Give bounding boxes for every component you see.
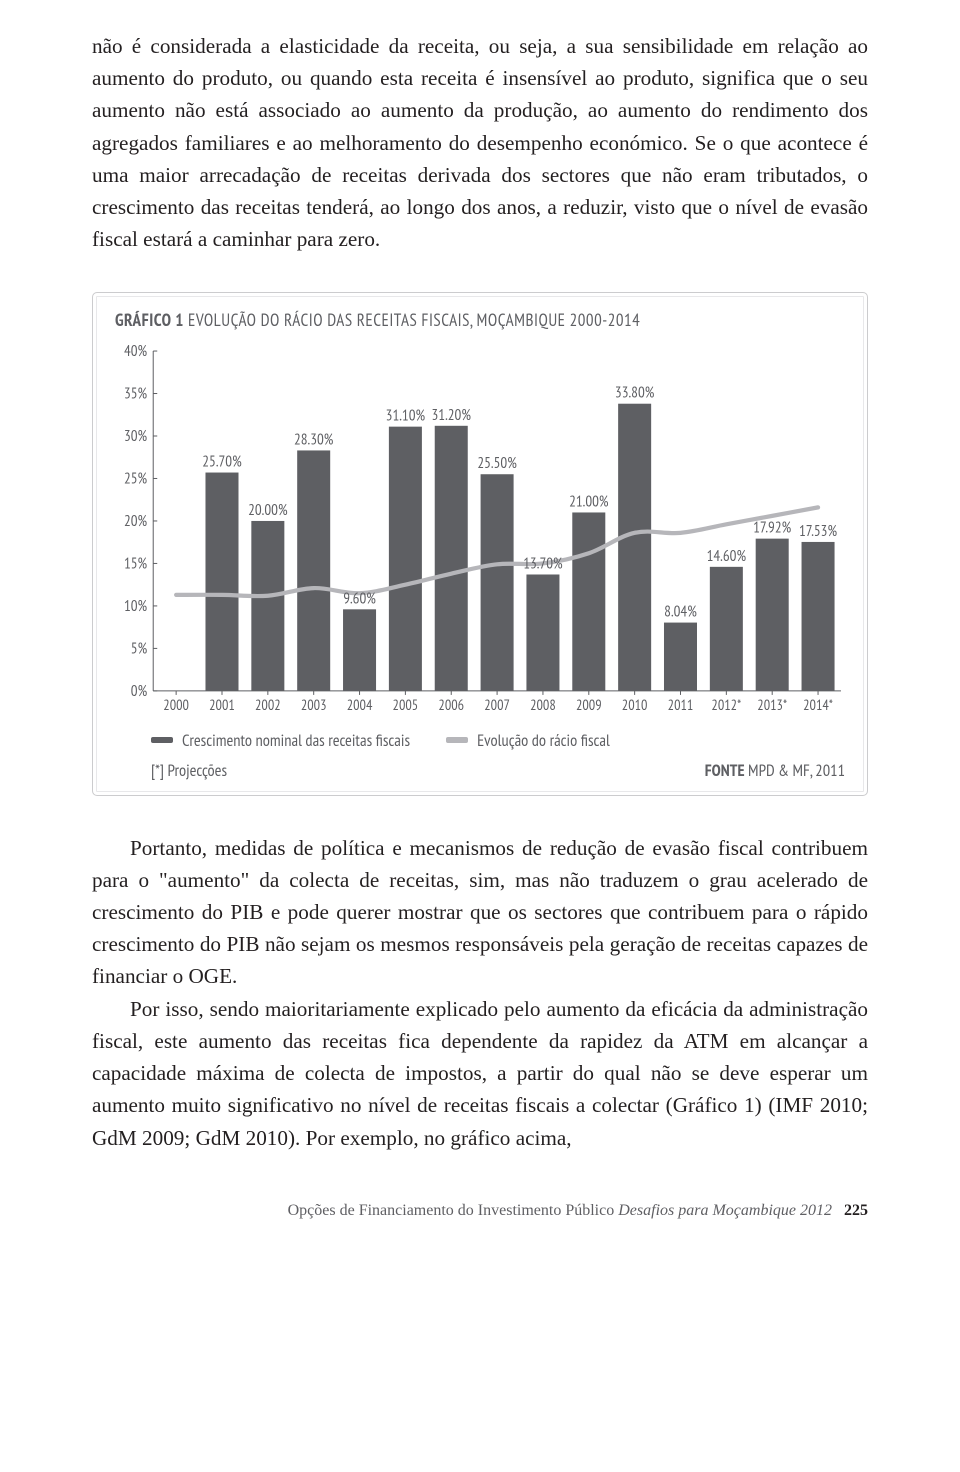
svg-text:17.92%: 17.92%	[753, 518, 791, 537]
svg-text:2005: 2005	[393, 695, 419, 714]
svg-text:15%: 15%	[124, 554, 148, 573]
chart-container: GRÁFICO 1 EVOLUÇÃO DO RÁCIO DAS RECEITAS…	[92, 292, 868, 796]
svg-text:2012*: 2012*	[711, 695, 741, 714]
body-text-block-1: não é considerada a elasticidade da rece…	[92, 30, 868, 256]
chart-svg: 0% 5% 10% 15% 20% 25% 30% 35% 40% 25.70% 20.00% 28.…	[115, 345, 845, 717]
svg-text:8.04%: 8.04%	[664, 602, 697, 621]
chart-legend: Crescimento nominal das receitas fiscais…	[151, 729, 845, 751]
legend-label-bars: Crescimento nominal das receitas fiscais	[182, 729, 410, 751]
chart-plot: 0% 5% 10% 15% 20% 25% 30% 35% 40% 25.70% 20.00% 28.…	[115, 345, 845, 717]
legend-item-line: Evolução do rácio fiscal	[446, 729, 610, 751]
chart-title: GRÁFICO 1 EVOLUÇÃO DO RÁCIO DAS RECEITAS…	[115, 309, 845, 331]
projection-note: [*] Projecções	[151, 759, 227, 781]
svg-text:2004: 2004	[347, 695, 373, 714]
page-number: 225	[844, 1202, 868, 1219]
svg-text:2002: 2002	[255, 695, 281, 714]
svg-text:2010: 2010	[622, 695, 648, 714]
svg-text:33.80%: 33.80%	[615, 383, 655, 402]
svg-text:14.60%: 14.60%	[707, 546, 747, 565]
svg-text:5%: 5%	[131, 639, 148, 658]
svg-text:2011: 2011	[668, 695, 694, 714]
svg-text:9.60%: 9.60%	[343, 589, 376, 608]
svg-text:10%: 10%	[124, 596, 148, 615]
paragraph-3: Por isso, sendo maioritariamente explica…	[92, 993, 868, 1154]
chart-footer-row: [*] Projecções FONTE MPD & MF, 2011	[151, 759, 845, 781]
legend-label-line: Evolução do rácio fiscal	[477, 729, 610, 751]
svg-text:2008: 2008	[530, 695, 556, 714]
svg-text:2009: 2009	[576, 695, 602, 714]
legend-swatch-line	[446, 737, 468, 743]
page-footer: Opções de Financiamento do Investimento …	[92, 1202, 868, 1220]
svg-text:28.30%: 28.30%	[294, 430, 334, 449]
chart-source-bold: FONTE	[705, 759, 745, 781]
paragraph-1: não é considerada a elasticidade da rece…	[92, 30, 868, 256]
svg-text:2007: 2007	[484, 695, 510, 714]
svg-text:25.50%: 25.50%	[477, 454, 517, 473]
svg-text:30%: 30%	[124, 427, 148, 446]
svg-text:25.70%: 25.70%	[202, 452, 242, 471]
chart-title-bold: GRÁFICO 1	[115, 309, 184, 331]
svg-text:2001: 2001	[209, 695, 235, 714]
svg-text:31.10%: 31.10%	[386, 406, 426, 425]
svg-text:21.00%: 21.00%	[569, 492, 609, 511]
svg-text:20%: 20%	[124, 512, 148, 531]
chart-title-rest: EVOLUÇÃO DO RÁCIO DAS RECEITAS FISCAIS, …	[184, 309, 640, 331]
svg-text:2013*: 2013*	[757, 695, 787, 714]
svg-text:31.20%: 31.20%	[432, 405, 472, 424]
paragraph-2: Portanto, medidas de política e mecanism…	[92, 832, 868, 993]
svg-text:35%: 35%	[124, 384, 148, 403]
footer-title-italic: Desafios para Moçambique 2012	[614, 1202, 832, 1219]
svg-text:0%: 0%	[131, 681, 148, 700]
svg-text:20.00%: 20.00%	[248, 500, 288, 519]
svg-text:40%: 40%	[124, 345, 148, 361]
chart-source: FONTE MPD & MF, 2011	[705, 759, 845, 781]
footer-title-plain: Opções de Financiamento do Investimento …	[288, 1202, 615, 1219]
svg-text:2006: 2006	[438, 695, 464, 714]
legend-swatch-bars	[151, 737, 173, 743]
svg-text:2000: 2000	[163, 695, 189, 714]
svg-text:2014*: 2014*	[803, 695, 833, 714]
body-text-block-2: Portanto, medidas de política e mecanism…	[92, 832, 868, 1154]
svg-text:13.70%: 13.70%	[523, 554, 563, 573]
svg-text:25%: 25%	[124, 469, 148, 488]
chart-source-rest: MPD & MF, 2011	[745, 759, 845, 781]
legend-item-bars: Crescimento nominal das receitas fiscais	[151, 729, 410, 751]
svg-text:2003: 2003	[301, 695, 327, 714]
svg-text:17.53%: 17.53%	[799, 521, 837, 540]
